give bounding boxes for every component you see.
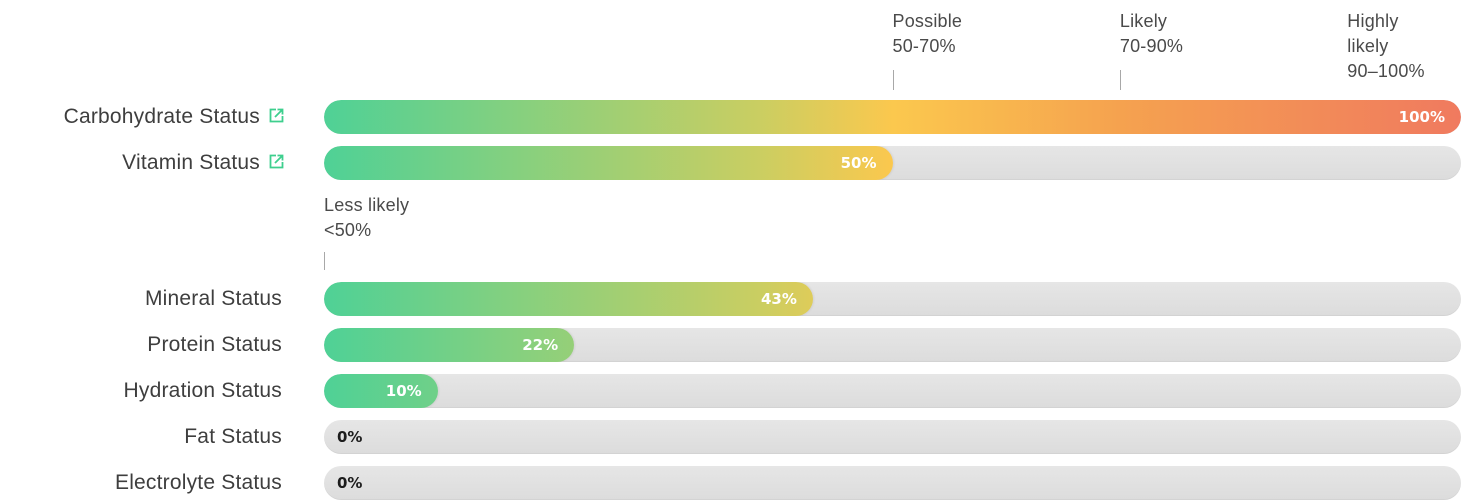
threshold-likely: Likely 70-90% — [1119, 9, 1184, 90]
threshold-likely-text: 70-90% — [1119, 36, 1184, 56]
threshold-less-likely-tick — [324, 252, 325, 270]
category-label: Vitamin Status — [122, 151, 260, 174]
row-label-mineral-status: Mineral Status — [0, 282, 282, 316]
bar-track-fat-status: 0% — [324, 420, 1461, 454]
threshold-likely-text: Likely — [1119, 11, 1168, 31]
threshold-less-likely: Less likely <50% — [324, 193, 410, 270]
bar-track-vitamin-status: 50% — [324, 146, 1461, 180]
threshold-possible-text: Possible — [892, 11, 963, 31]
category-label: Mineral Status — [144, 287, 282, 310]
bar-hydration-status — [324, 374, 438, 408]
threshold-highly-likely-text: likely — [1347, 36, 1389, 56]
row-label-electrolyte-status: Electrolyte Status — [0, 466, 282, 500]
threshold-highly-likely: Highly likely 90–100% — [1347, 9, 1424, 84]
bar-gradient — [324, 100, 1461, 134]
bar-gradient — [324, 328, 575, 362]
row-label-hydration-status: Hydration Status — [0, 374, 282, 408]
bar-gradient — [324, 282, 813, 316]
value-label-electrolyte-status: 0% — [337, 474, 363, 492]
bar-track-electrolyte-status: 0% — [324, 466, 1461, 500]
external-link-icon[interactable] — [268, 153, 285, 170]
row-label-carbohydrate-status: Carbohydrate Status — [0, 100, 285, 134]
bar-vitamin-status — [324, 146, 893, 180]
bar-carbohydrate-status — [324, 100, 1461, 134]
threshold-possible: Possible 50-70% — [892, 9, 963, 90]
threshold-highly-likely-text: Highly — [1347, 11, 1399, 31]
value-label-mineral-status: 43% — [761, 290, 797, 308]
threshold-less-likely-text: <50% — [324, 220, 372, 240]
bar-track-carbohydrate-status: 100% — [324, 100, 1461, 134]
bar-mineral-status — [324, 282, 813, 316]
value-label-hydration-status: 10% — [385, 382, 422, 400]
value-label-fat-status: 0% — [337, 428, 363, 446]
category-label: Fat Status — [184, 425, 282, 448]
bar-track-protein-status: 22% — [324, 328, 1461, 362]
category-label: Carbohydrate Status — [63, 105, 260, 128]
bar-gradient — [324, 374, 438, 408]
row-label-fat-status: Fat Status — [0, 420, 282, 454]
bar-gradient — [324, 146, 893, 180]
threshold-possible-tick — [892, 70, 894, 90]
bar-protein-status — [324, 328, 575, 362]
row-label-vitamin-status: Vitamin Status — [0, 146, 285, 180]
bar-track-mineral-status: 43% — [324, 282, 1461, 316]
row-label-protein-status: Protein Status — [0, 328, 282, 362]
threshold-less-likely-text: Less likely — [324, 195, 410, 215]
threshold-likely-tick — [1119, 70, 1121, 90]
threshold-highly-likely-text: 90–100% — [1347, 61, 1425, 81]
value-label-carbohydrate-status: 100% — [1398, 108, 1445, 126]
bar-track-hydration-status: 10% — [324, 374, 1461, 408]
category-label: Electrolyte Status — [114, 471, 282, 494]
value-label-protein-status: 22% — [522, 336, 559, 354]
external-link-icon[interactable] — [268, 107, 285, 124]
category-label: Protein Status — [147, 333, 282, 356]
category-label: Hydration Status — [123, 379, 282, 402]
threshold-possible-text: 50-70% — [892, 36, 956, 56]
value-label-vitamin-status: 50% — [840, 154, 877, 172]
